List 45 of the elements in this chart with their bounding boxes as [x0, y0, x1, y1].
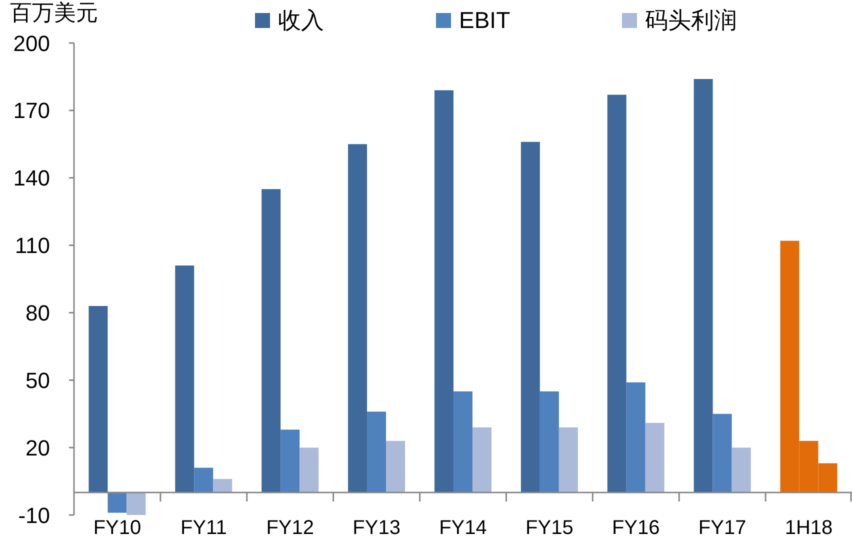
bar	[645, 422, 664, 493]
bar	[126, 492, 146, 515]
bar	[108, 492, 127, 513]
bar	[626, 382, 646, 493]
bar	[194, 468, 214, 493]
legend-label: 收入	[278, 6, 324, 34]
x-tick-label: FY16	[612, 517, 660, 537]
y-tick-label: 200	[13, 30, 50, 56]
bar	[453, 391, 472, 493]
bar	[712, 414, 732, 493]
bar	[175, 266, 194, 493]
bar	[300, 448, 319, 493]
y-axis-title: 百万美元	[10, 0, 98, 26]
bar	[607, 94, 626, 493]
x-tick-label: FY10	[93, 517, 142, 537]
x-tick-label: FY13	[352, 517, 400, 537]
bar	[262, 189, 281, 493]
y-tick-label: 50	[26, 368, 50, 393]
x-tick-label: FY11	[180, 517, 227, 537]
bar	[280, 430, 300, 493]
x-tick-label: FY15	[526, 517, 574, 537]
x-tick-label: FY17	[698, 517, 746, 537]
bar	[558, 427, 578, 493]
bar	[540, 391, 559, 493]
y-tick-label: 20	[26, 435, 50, 460]
y-tick-label: 140	[13, 166, 50, 191]
bar	[367, 412, 386, 493]
bar	[520, 142, 540, 493]
y-tick-label: 110	[14, 233, 50, 258]
x-tick-label: FY12	[266, 517, 314, 537]
y-tick-label: 170	[13, 98, 50, 124]
bar	[732, 448, 751, 493]
bar	[472, 427, 492, 493]
bar	[386, 440, 406, 493]
y-tick-label: 80	[26, 300, 50, 326]
bar	[88, 306, 108, 493]
x-tick-label: FY14	[439, 517, 487, 537]
y-tick-label: -10	[18, 502, 50, 528]
bar	[434, 90, 454, 493]
legend-label: 码头利润	[645, 6, 738, 34]
legend-label: EBIT	[459, 6, 510, 34]
bar	[348, 144, 368, 493]
x-tick-label: 1H18	[784, 517, 833, 537]
bar	[694, 78, 713, 493]
bar	[213, 479, 232, 493]
